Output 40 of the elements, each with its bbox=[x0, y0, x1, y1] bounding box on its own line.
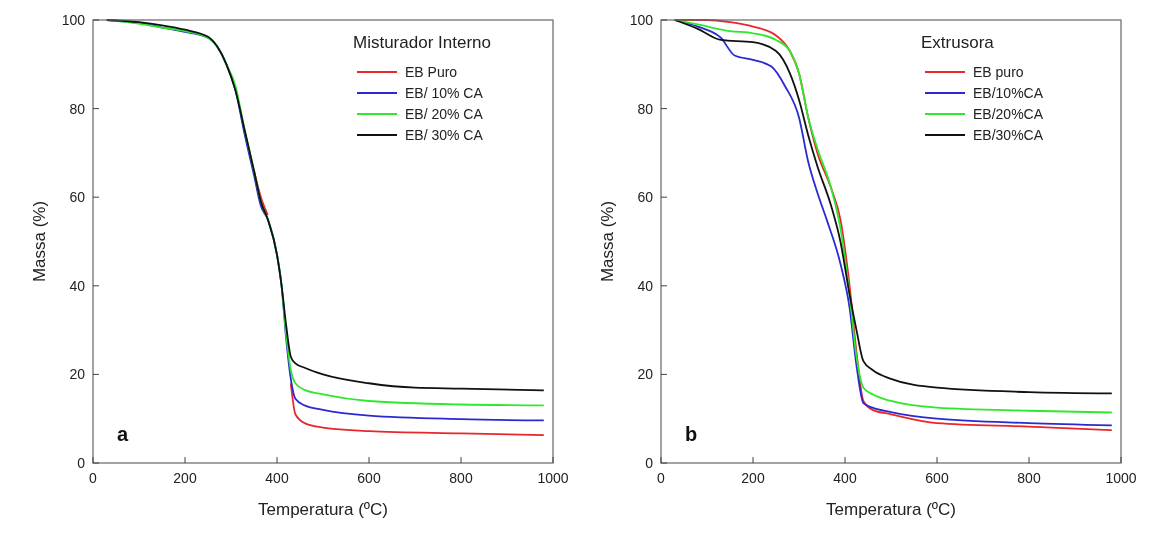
y-tick-label: 0 bbox=[77, 454, 86, 471]
x-tick-label: 200 bbox=[173, 470, 197, 486]
y-tick-label: 60 bbox=[637, 189, 654, 206]
y-tick-label: 40 bbox=[69, 277, 86, 294]
y-tick-label: 100 bbox=[629, 11, 654, 28]
legend-title: Extrusora bbox=[921, 33, 995, 52]
y-tick-label: 20 bbox=[637, 366, 654, 383]
annotation: a bbox=[117, 423, 129, 445]
x-tick-label: 1000 bbox=[537, 470, 569, 486]
y-axis-title: Massa (%) bbox=[598, 200, 617, 283]
legend-title: Misturador Interno bbox=[353, 33, 491, 52]
legend-label: EB/ 10% CA bbox=[405, 84, 484, 101]
legend-label: EB/10%CA bbox=[973, 84, 1044, 101]
x-tick-label: 200 bbox=[741, 470, 765, 486]
x-axis-title: Temperatura (ºC) bbox=[826, 500, 956, 519]
legend-label: EB Puro bbox=[405, 63, 458, 80]
y-axis-title: Massa (%) bbox=[30, 200, 49, 283]
x-tick-label: 0 bbox=[657, 470, 666, 486]
x-tick-label: 800 bbox=[1017, 470, 1041, 486]
legend-label: EB/ 30% CA bbox=[405, 126, 484, 143]
y-tick-label: 80 bbox=[69, 100, 86, 117]
y-tick-label: 20 bbox=[69, 366, 86, 383]
x-tick-label: 400 bbox=[833, 470, 857, 486]
x-tick-label: 800 bbox=[449, 470, 473, 486]
legend-label: EB/20%CA bbox=[973, 105, 1044, 122]
x-tick-label: 400 bbox=[265, 470, 289, 486]
annotation: b bbox=[685, 423, 698, 445]
y-tick-label: 80 bbox=[637, 100, 654, 117]
y-tick-label: 100 bbox=[61, 11, 86, 28]
x-tick-label: 600 bbox=[925, 470, 949, 486]
x-axis-title: Temperatura (ºC) bbox=[258, 500, 388, 519]
legend-label: EB puro bbox=[973, 63, 1024, 80]
y-tick-label: 40 bbox=[637, 277, 654, 294]
legend-label: EB/30%CA bbox=[973, 126, 1044, 143]
legend-label: EB/ 20% CA bbox=[405, 105, 484, 122]
y-tick-label: 60 bbox=[69, 189, 86, 206]
x-tick-label: 1000 bbox=[1105, 470, 1137, 486]
x-tick-label: 600 bbox=[357, 470, 381, 486]
y-tick-label: 0 bbox=[645, 454, 654, 471]
x-tick-label: 0 bbox=[89, 470, 98, 486]
